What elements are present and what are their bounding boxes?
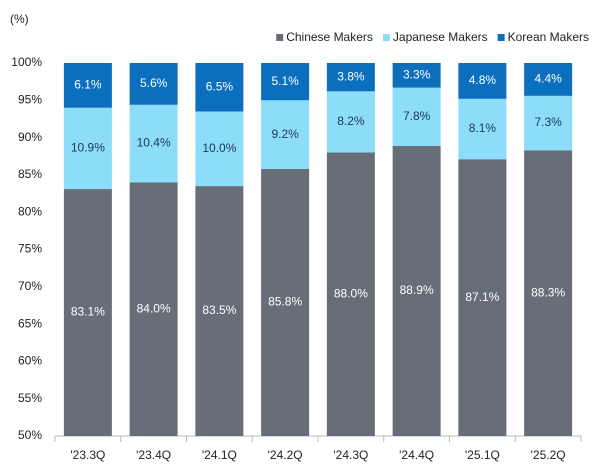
legend-label: Japanese Makers <box>393 30 488 44</box>
bar-segment <box>326 152 375 436</box>
bar-segment <box>63 189 112 436</box>
data-label: 6.5% <box>206 79 234 93</box>
legend-swatch <box>276 34 284 41</box>
data-label: 88.0% <box>334 286 368 300</box>
data-label: 5.6% <box>140 76 168 90</box>
data-label: 7.3% <box>534 115 562 129</box>
bar-segment <box>129 104 178 183</box>
data-label: 83.5% <box>202 303 236 317</box>
data-label: 8.1% <box>469 121 497 135</box>
bar-segment <box>261 168 310 436</box>
legend-swatch <box>497 34 505 41</box>
bar-segment <box>524 95 573 151</box>
bar-segment <box>195 111 244 187</box>
data-label: 4.4% <box>534 72 562 86</box>
x-tick-label: '24.1Q <box>202 448 237 462</box>
bar-segment <box>392 145 441 436</box>
bar-segment <box>129 63 178 105</box>
y-tick-label: 90% <box>18 130 42 144</box>
y-tick-label: 85% <box>18 167 42 181</box>
bar-segment <box>326 91 375 153</box>
data-label: 5.1% <box>271 74 299 88</box>
x-tick-label: '25.1Q <box>465 448 500 462</box>
y-axis-label: (%) <box>10 12 29 26</box>
data-label: 8.2% <box>337 114 365 128</box>
y-tick-label: 60% <box>18 354 42 368</box>
y-tick-label: 65% <box>18 316 42 330</box>
data-label: 10.0% <box>202 141 236 155</box>
y-tick-label: 55% <box>18 391 42 405</box>
bar-segment <box>392 87 441 146</box>
bar-segment <box>195 63 244 112</box>
data-label: 84.0% <box>137 301 171 315</box>
legend-label: Korean Makers <box>508 30 589 44</box>
data-label: 10.9% <box>71 141 105 155</box>
x-tick-label: '24.4Q <box>399 448 434 462</box>
y-tick-label: 80% <box>18 204 42 218</box>
x-tick-label: '25.2Q <box>531 448 566 462</box>
bar-segment <box>129 182 178 436</box>
data-label: 88.3% <box>531 285 565 299</box>
data-label: 88.9% <box>400 283 434 297</box>
bar-segment <box>195 186 244 436</box>
bar-segment <box>392 63 441 88</box>
x-tick-label: '23.3Q <box>70 448 105 462</box>
legend-swatch <box>382 34 390 41</box>
y-tick-label: 70% <box>18 279 42 293</box>
data-label: 85.8% <box>268 295 302 309</box>
bar-segment <box>524 150 573 437</box>
data-label: 7.8% <box>403 109 431 123</box>
bar-segment <box>524 63 573 96</box>
bar-segment <box>326 63 375 92</box>
data-label: 3.8% <box>337 69 365 83</box>
y-tick-label: 100% <box>11 55 42 69</box>
y-tick-label: 95% <box>18 92 42 106</box>
bar-segment <box>458 98 507 160</box>
bar-segment <box>261 100 310 169</box>
data-label: 4.8% <box>469 73 497 87</box>
x-tick-label: '23.4Q <box>136 448 171 462</box>
legend-label: Chinese Makers <box>286 30 373 44</box>
bar-segment <box>261 63 310 101</box>
data-label: 10.4% <box>137 136 171 150</box>
data-label: 3.3% <box>403 67 431 81</box>
bar-segment <box>458 159 507 436</box>
x-tick-label: '24.2Q <box>268 448 303 462</box>
data-label: 87.1% <box>465 290 499 304</box>
x-tick-label: '24.3Q <box>333 448 368 462</box>
bar-segment <box>63 107 112 190</box>
bar-segment <box>458 63 507 99</box>
data-label: 6.1% <box>74 78 102 92</box>
data-label: 9.2% <box>271 127 299 141</box>
data-label: 83.1% <box>71 305 105 319</box>
bar-segment <box>63 63 112 108</box>
y-tick-label: 75% <box>18 242 42 256</box>
y-tick-label: 50% <box>18 428 42 442</box>
